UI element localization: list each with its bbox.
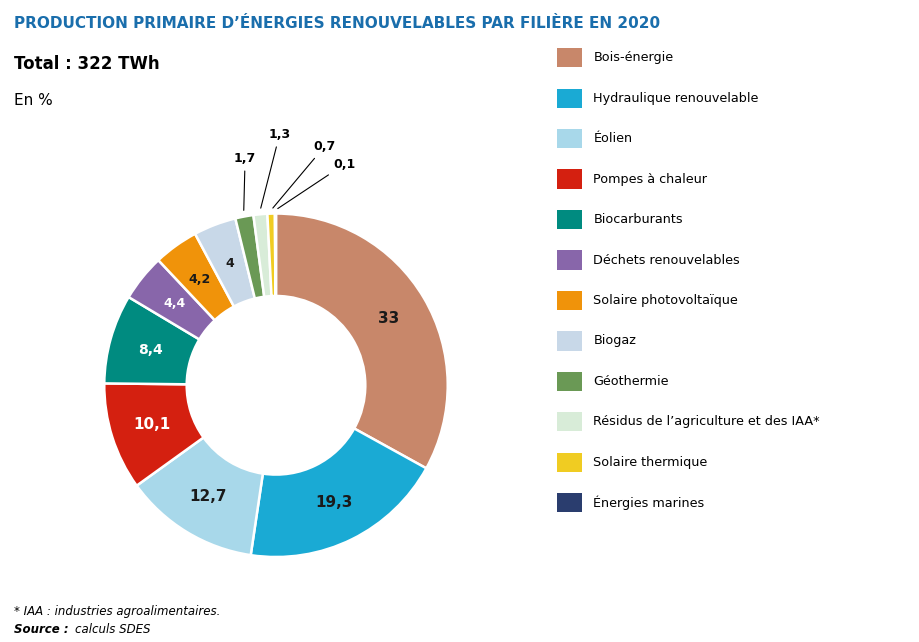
Wedge shape — [158, 234, 233, 320]
Text: 1,3: 1,3 — [260, 128, 290, 208]
Wedge shape — [104, 297, 199, 385]
Text: Hydraulique renouvelable: Hydraulique renouvelable — [593, 92, 758, 105]
Text: 4: 4 — [225, 257, 233, 270]
Text: Bois-énergie: Bois-énergie — [593, 51, 673, 64]
Wedge shape — [195, 218, 255, 306]
Wedge shape — [276, 214, 448, 468]
Text: Géothermie: Géothermie — [593, 375, 668, 388]
Text: Solaire photovoltaïque: Solaire photovoltaïque — [593, 294, 737, 307]
Text: 0,7: 0,7 — [273, 141, 335, 208]
Text: 33: 33 — [378, 311, 399, 327]
Text: 1,7: 1,7 — [233, 152, 255, 211]
Text: Biogaz: Biogaz — [593, 334, 636, 347]
Text: Déchets renouvelables: Déchets renouvelables — [593, 254, 740, 266]
Wedge shape — [104, 383, 203, 485]
Text: * IAA : industries agroalimentaires.: * IAA : industries agroalimentaires. — [14, 605, 220, 618]
Text: 4,4: 4,4 — [163, 297, 186, 310]
Text: Biocarburants: Biocarburants — [593, 213, 682, 226]
Text: calculs SDES: calculs SDES — [75, 623, 151, 636]
Text: Source :: Source : — [14, 623, 68, 636]
Text: 12,7: 12,7 — [189, 489, 227, 504]
Text: 10,1: 10,1 — [133, 417, 170, 432]
Wedge shape — [267, 214, 275, 296]
Text: Énergies marines: Énergies marines — [593, 496, 704, 510]
Text: En %: En % — [14, 93, 52, 108]
Text: PRODUCTION PRIMAIRE D’ÉNERGIES RENOUVELABLES PAR FILIÈRE EN 2020: PRODUCTION PRIMAIRE D’ÉNERGIES RENOUVELA… — [14, 16, 659, 31]
Wedge shape — [235, 215, 264, 299]
Text: 19,3: 19,3 — [315, 495, 352, 510]
Text: 4,2: 4,2 — [188, 273, 210, 286]
Text: Solaire thermique: Solaire thermique — [593, 456, 707, 469]
Text: Résidus de l’agriculture et des IAA*: Résidus de l’agriculture et des IAA* — [593, 415, 819, 428]
Text: Pompes à chaleur: Pompes à chaleur — [593, 173, 707, 186]
Text: Éolien: Éolien — [593, 132, 632, 145]
Text: Total : 322 TWh: Total : 322 TWh — [14, 55, 159, 73]
Wedge shape — [251, 428, 425, 557]
Wedge shape — [275, 214, 276, 296]
Wedge shape — [137, 437, 263, 555]
Text: 8,4: 8,4 — [138, 343, 163, 357]
Text: 0,1: 0,1 — [278, 158, 356, 209]
Wedge shape — [253, 214, 271, 297]
Wedge shape — [129, 260, 214, 340]
